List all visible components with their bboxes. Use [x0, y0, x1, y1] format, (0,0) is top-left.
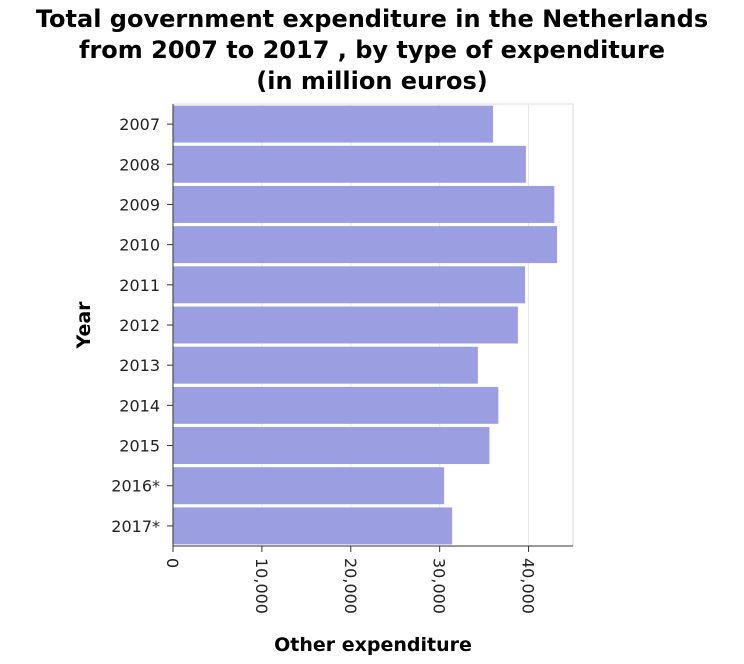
y-tick-label-7: 2014 — [119, 396, 160, 415]
bar-2009 — [173, 185, 555, 223]
x-tick-label-2: 20,000 — [341, 558, 360, 614]
y-tick-label-8: 2015 — [119, 437, 160, 456]
y-tick-label-9: 2016* — [111, 477, 160, 496]
x-tick-label-3: 30,000 — [430, 558, 449, 614]
y-axis-label: Year — [73, 301, 95, 350]
bar-2011 — [173, 266, 525, 304]
axes: 2007 2008 2009 2010 2011 2012 2013 2014 2015 2016… — [111, 104, 573, 614]
x-tick-label-1: 10,000 — [252, 558, 271, 614]
y-tick-label-3: 2010 — [119, 236, 160, 255]
bar-2013 — [173, 346, 478, 384]
bar-2010 — [173, 226, 557, 264]
y-tick-label-2: 2009 — [119, 195, 160, 214]
bar-2014 — [173, 386, 499, 424]
bar-2017-est — [173, 507, 453, 545]
bar-2007 — [173, 105, 493, 143]
bar-2015 — [173, 427, 490, 465]
x-axis-label: Other expenditure — [274, 634, 472, 656]
y-tick-label-10: 2017* — [111, 517, 160, 536]
chart-title: Total government expenditure in the Neth… — [35, 5, 709, 95]
x-tick-label-0: 0 — [163, 558, 182, 568]
bar-2016-est — [173, 467, 445, 505]
y-tick-label-6: 2013 — [119, 356, 160, 375]
y-tick-label-0: 2007 — [119, 115, 160, 134]
bar-2012 — [173, 306, 518, 344]
y-tick-label-4: 2011 — [119, 276, 160, 295]
y-tick-label-5: 2012 — [119, 316, 160, 335]
x-tick-label-4: 40,000 — [519, 558, 538, 614]
y-tick-label-1: 2008 — [119, 155, 160, 174]
bars — [173, 105, 557, 545]
bar-2008 — [173, 145, 526, 183]
